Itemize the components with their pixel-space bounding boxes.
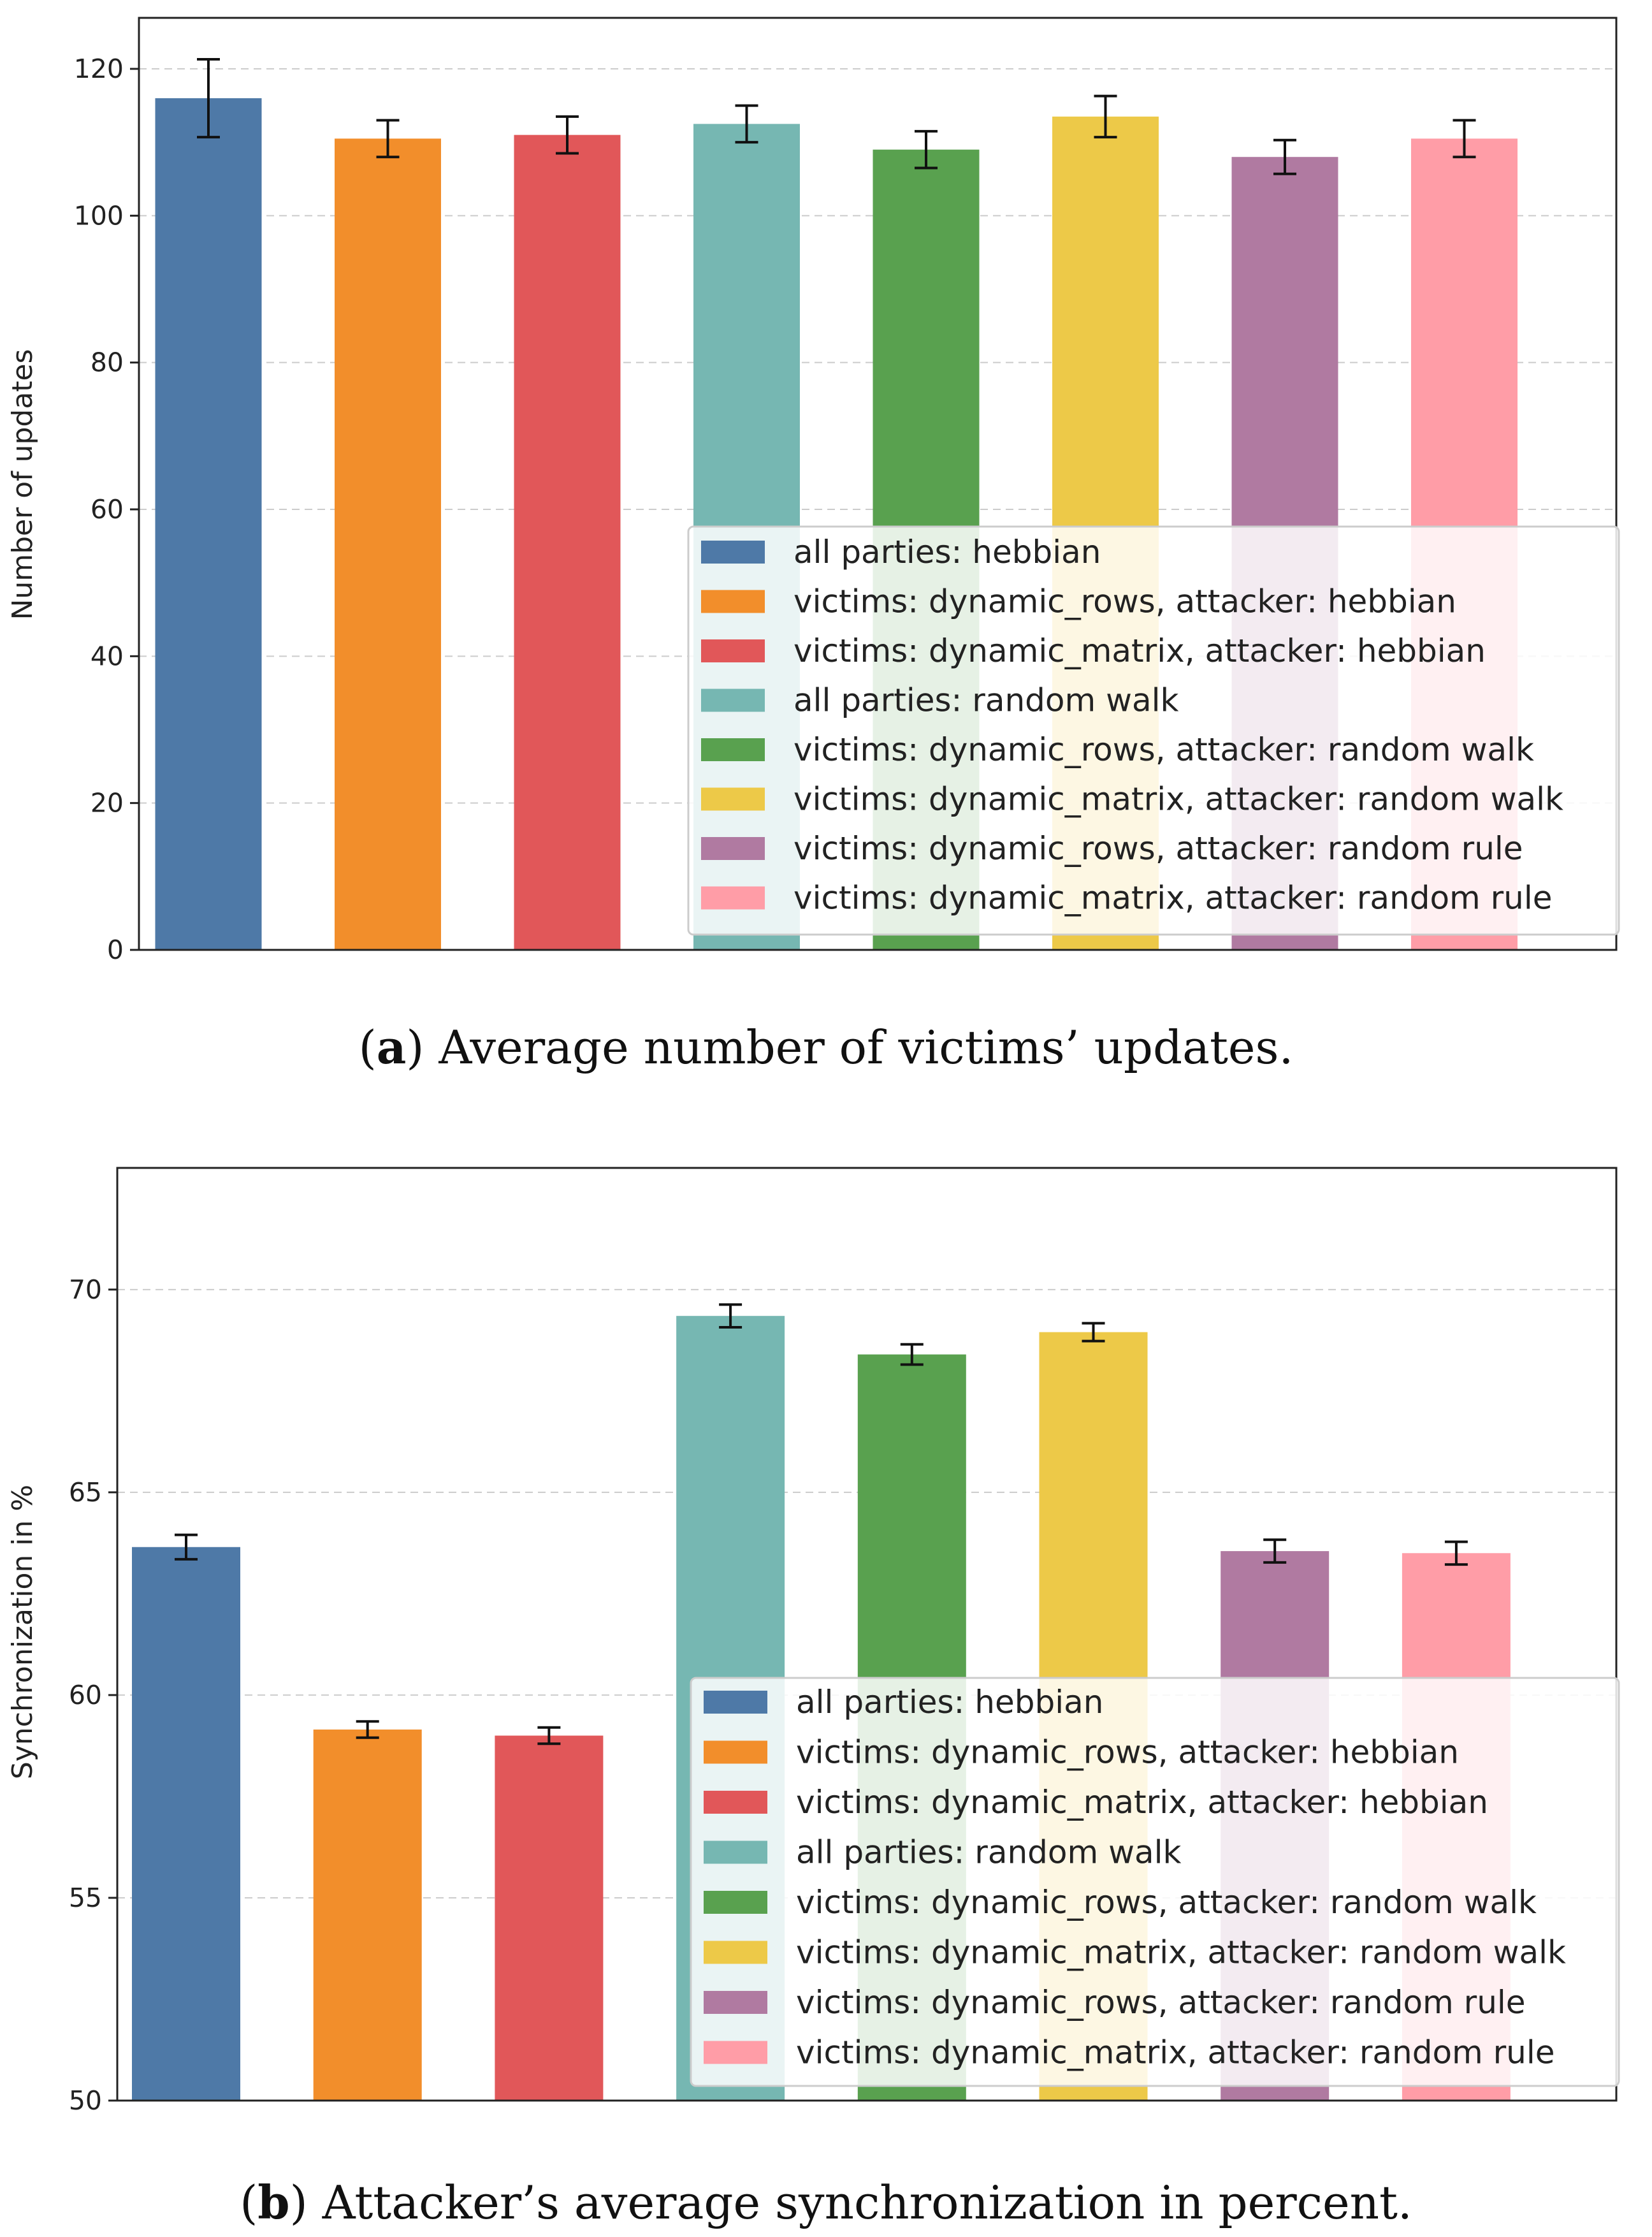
chart-a-updates: 0 20 40 60 80 100 120 Number of updates all part… [6,17,1620,965]
chart-a-bar [514,135,621,950]
chart-b-legend-label: victims: dynamic_rows, attacker: hebbian [796,1734,1459,1771]
chart-b-ytick-label: 50 [69,2085,102,2116]
chart-a-legend-label: victims: dynamic_matrix, attacker: hebbi… [793,632,1486,669]
caption-a: (a) Average number of victims’ updates. [359,1020,1294,1074]
chart-a-legend [687,525,1620,936]
chart-b-bar [132,1547,240,2101]
caption-a-text: Average number of victims’ updates. [438,1021,1293,1074]
chart-b-synchronization: 50 55 60 65 70 Synchronization in % all partie… [6,1167,1620,2116]
chart-b-bar [495,1735,604,2101]
chart-a-ytick-label: 80 [91,347,124,378]
chart-a-legend-label: victims: dynamic_matrix, attacker: rando… [793,781,1563,818]
chart-b-legend-label: victims: dynamic_matrix, attacker: rando… [796,2034,1555,2071]
chart-a-legend-swatch [701,837,765,860]
chart-b-legend-label: victims: dynamic_matrix, attacker: hebbi… [796,1784,1488,1821]
chart-b-legend-swatch [704,1740,767,1764]
chart-a-legend-label: all parties: hebbian [793,534,1101,571]
chart-b-bar [313,1729,422,2101]
chart-a-legend-label: all parties: random walk [793,682,1179,719]
chart-b-legend-swatch [704,1991,767,2014]
caption-b-text: Attacker’s average synchronization in pe… [322,2176,1412,2229]
chart-b-legend [690,1677,1620,2087]
chart-b-legend-label: all parties: hebbian [796,1684,1103,1721]
chart-b-ytick-label: 60 [69,1680,102,1710]
chart-a-legend-swatch [701,886,765,910]
chart-b-legend-swatch [704,1941,767,1964]
chart-a-bar [155,98,262,951]
chart-a-legend-swatch [701,787,765,811]
chart-a-legend-swatch [701,639,765,662]
chart-a-ytick-label: 20 [91,788,124,819]
chart-a-frame [138,17,1618,951]
caption-b-label: b [257,2175,289,2229]
chart-a-legend-label: victims: dynamic_matrix, attacker: rando… [793,880,1553,917]
chart-b-ytick-label: 65 [69,1477,102,1508]
chart-b-legend-label: victims: dynamic_rows, attacker: random … [796,1884,1537,1921]
chart-a-legend-swatch [701,590,765,613]
caption-a-label: a [377,1020,407,1074]
chart-b-ytick-label: 55 [69,1883,102,1913]
chart-a-y-axis-title: Number of updates [6,349,39,620]
chart-a-legend-label: victims: dynamic_rows, attacker: random … [793,731,1534,768]
chart-a-legend-swatch [701,689,765,712]
chart-a-legend-swatch [701,541,765,564]
chart-a-ytick-label: 0 [107,935,124,965]
chart-a-legend-label: victims: dynamic_rows, attacker: random … [793,830,1523,867]
chart-a-bar [335,138,441,951]
chart-b-legend-swatch [704,1840,767,1864]
chart-b-frame [116,1167,1618,2102]
chart-b-legend-label: victims: dynamic_rows, attacker: random … [796,1984,1526,2021]
chart-a-legend-label: victims: dynamic_rows, attacker: hebbian [793,583,1456,620]
chart-a-legend-swatch [701,738,765,761]
chart-a-ytick-label: 120 [74,54,124,84]
chart-a-ytick-label: 40 [91,641,124,671]
chart-b-legend-label: all parties: random walk [796,1834,1182,1871]
chart-b-y-axis-title: Synchronization in % [6,1485,39,1779]
chart-a-ytick-label: 100 [74,200,124,231]
caption-b: (b) Attacker’s average synchronization i… [240,2175,1412,2229]
chart-b-legend-swatch [704,1891,767,1914]
chart-a-ytick-label: 60 [91,494,124,525]
chart-b-legend-swatch [704,2041,767,2064]
chart-b-legend-swatch [704,1691,767,1714]
chart-b-legend-label: victims: dynamic_matrix, attacker: rando… [796,1934,1566,1971]
chart-b-ytick-label: 70 [69,1274,102,1305]
chart-b-legend-swatch [704,1791,767,1814]
